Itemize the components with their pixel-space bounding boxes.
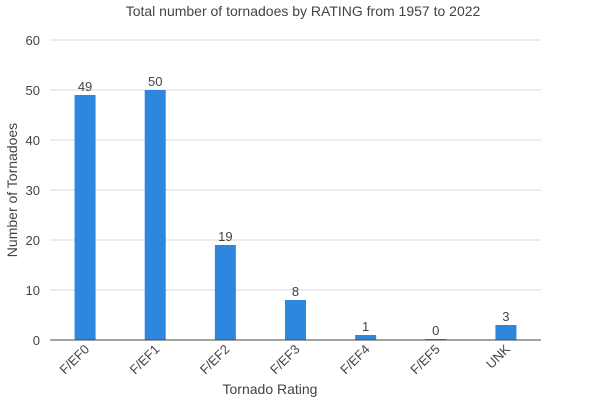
bar <box>495 325 517 340</box>
y-tick-label: 60 <box>26 33 40 48</box>
bar <box>74 95 96 340</box>
x-tick-label: F/EF1 <box>127 342 163 378</box>
data-label: 19 <box>218 229 232 244</box>
x-tick-label: F/EF0 <box>57 342 93 378</box>
bar <box>214 245 236 340</box>
x-tick-label: F/EF4 <box>337 342 373 378</box>
data-label: 8 <box>292 284 299 299</box>
chart-title: Total number of tornadoes by RATING from… <box>126 3 481 19</box>
data-labels: 49 50 19 8 1 0 3 <box>78 74 510 338</box>
y-axis-ticks: 0 10 20 30 40 50 60 <box>26 33 40 348</box>
bar <box>285 300 306 340</box>
y-tick-label: 30 <box>26 183 40 198</box>
y-axis-title: Number of Tornadoes <box>4 123 20 257</box>
data-label: 1 <box>362 319 369 334</box>
gridlines <box>50 39 541 291</box>
x-tick-label: F/EF3 <box>267 342 303 378</box>
x-tick-label: F/EF5 <box>407 342 443 378</box>
y-tick-label: 50 <box>26 83 40 98</box>
y-tick-label: 0 <box>33 333 40 348</box>
bars <box>74 90 517 340</box>
x-axis-ticks: F/EF0 F/EF1 F/EF2 F/EF3 F/EF4 F/EF5 UNK <box>57 341 514 377</box>
x-tick-label: UNK <box>483 341 513 371</box>
data-label: 49 <box>78 79 92 94</box>
y-tick-label: 10 <box>26 283 40 298</box>
data-label: 50 <box>148 74 162 89</box>
y-tick-label: 40 <box>26 133 40 148</box>
data-label: 0 <box>432 323 439 338</box>
bar <box>355 335 377 340</box>
bar <box>144 90 166 340</box>
x-axis-title: Tornado Rating <box>223 381 318 397</box>
y-tick-label: 20 <box>26 233 40 248</box>
x-tick-label: F/EF2 <box>197 342 233 378</box>
data-label: 3 <box>502 309 509 324</box>
